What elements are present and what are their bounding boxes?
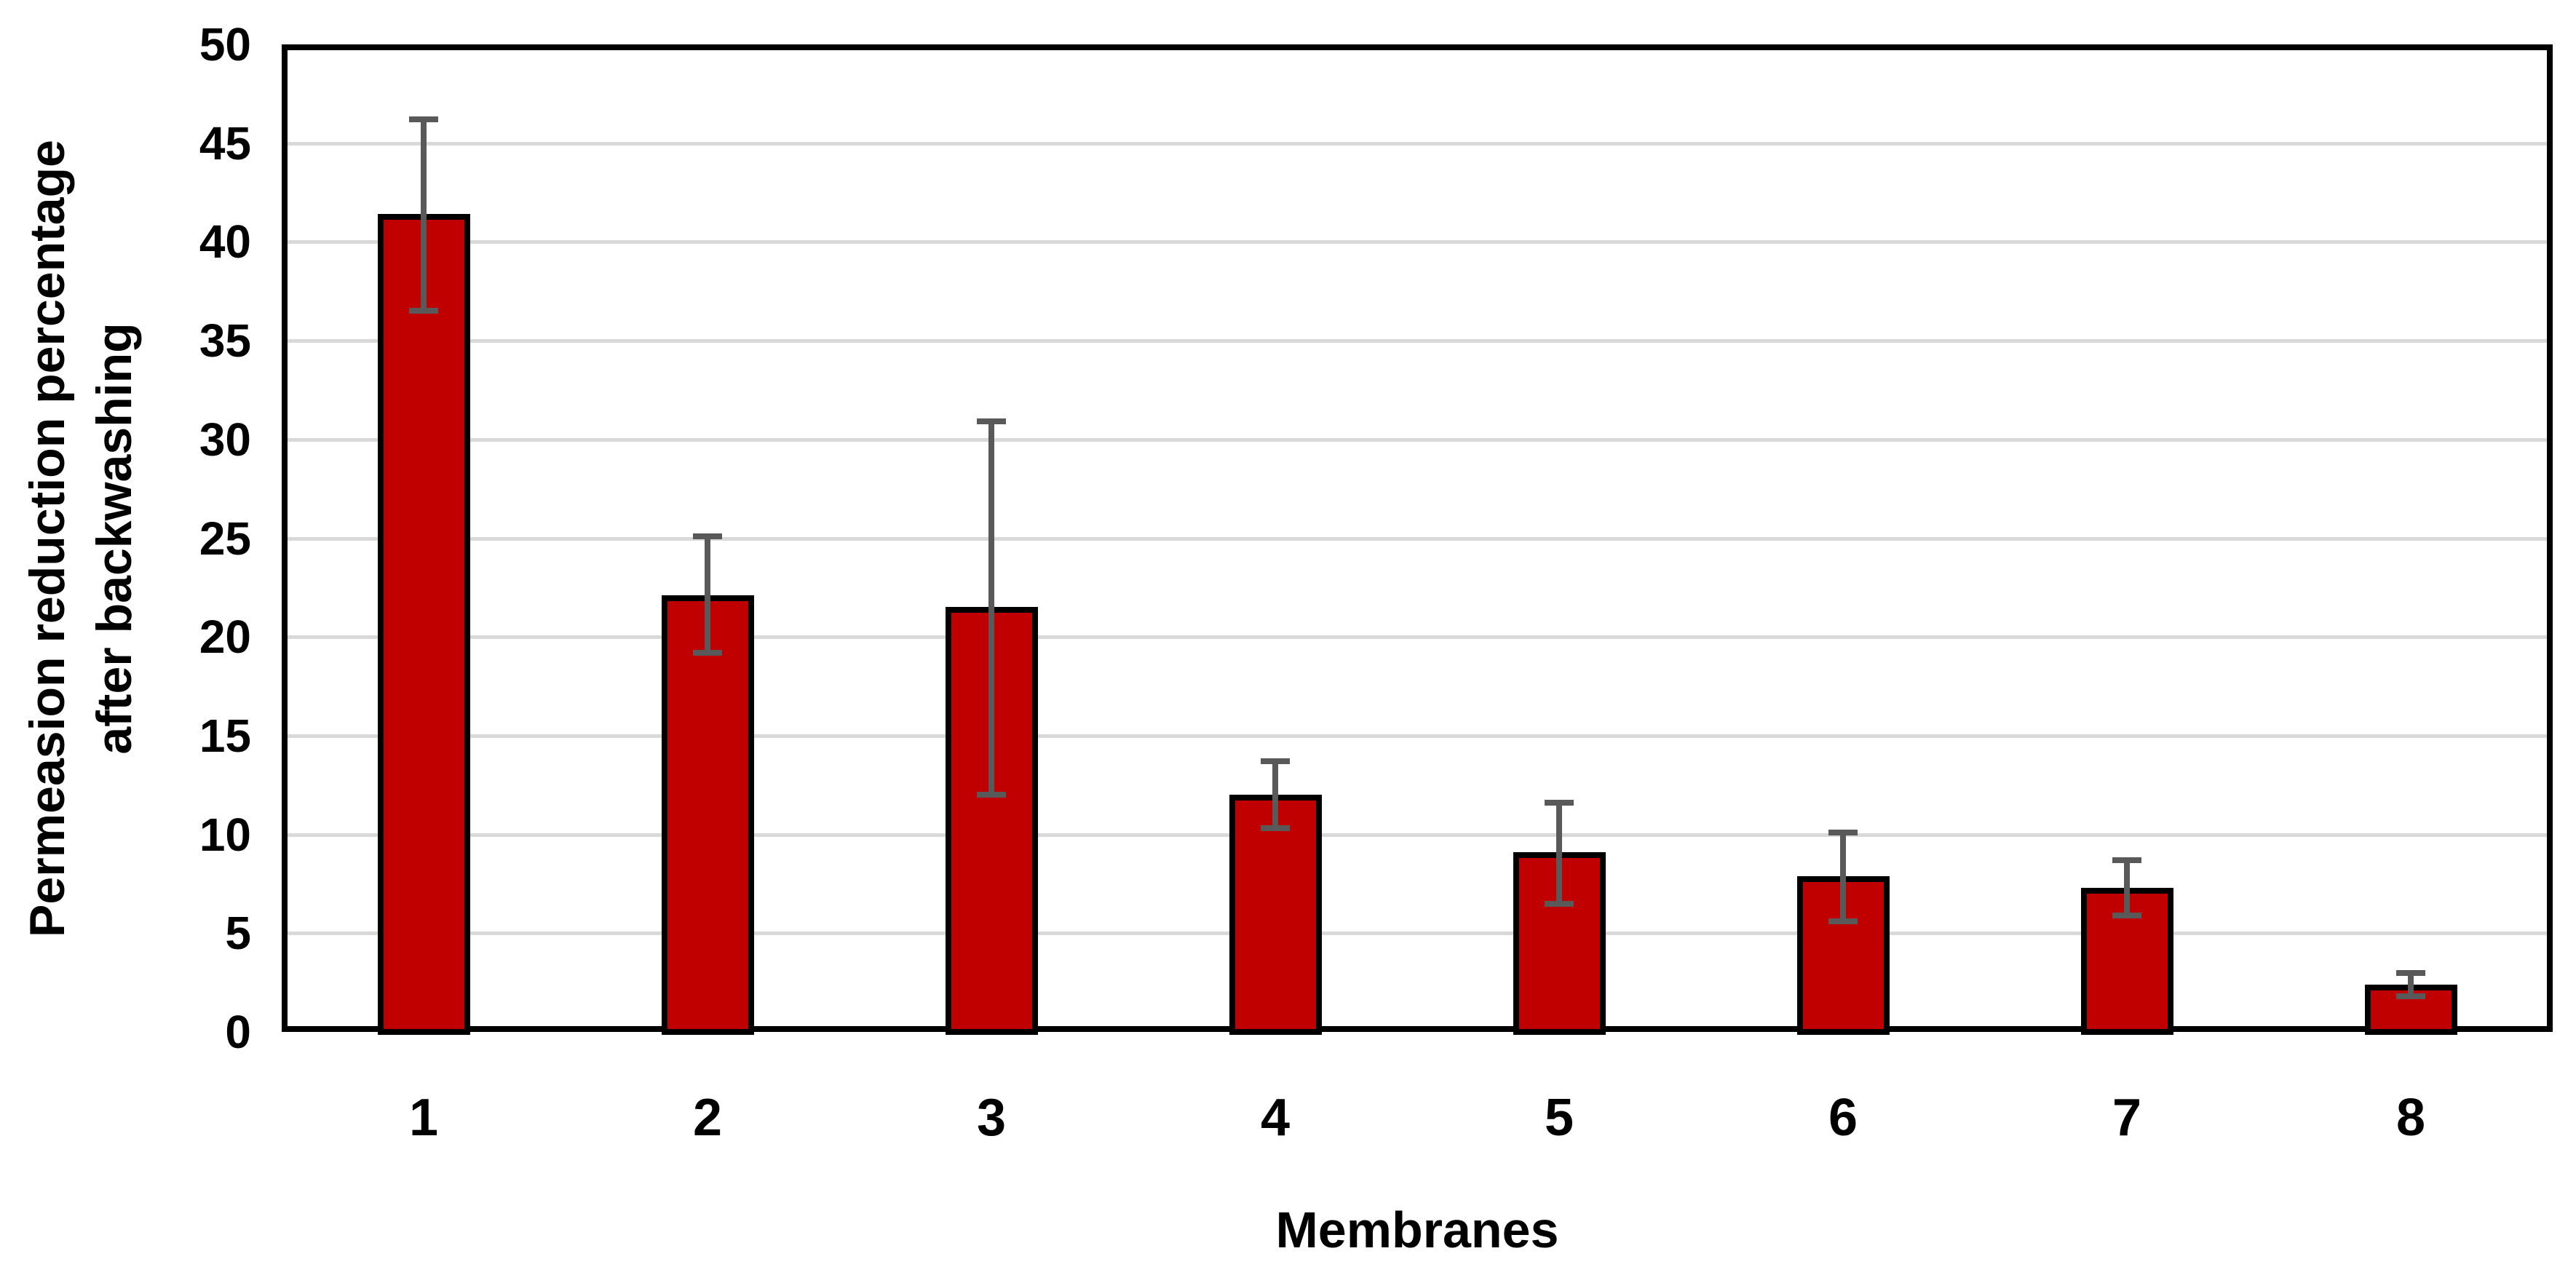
bar-membrane-4	[1229, 795, 1322, 1035]
y-tick-label-25: 25	[199, 512, 251, 565]
y-tick-label-45: 45	[199, 116, 251, 170]
error-bar-cap-lo-6	[1828, 918, 1858, 925]
x-tick-label-4: 4	[1260, 1089, 1291, 1147]
error-bar-cap-lo-5	[1545, 900, 1574, 907]
x-tick-label-8: 8	[2395, 1089, 2426, 1147]
gridline-5	[288, 932, 2547, 936]
error-bar-line-5	[1556, 803, 1562, 904]
error-bar-cap-hi-5	[1545, 800, 1574, 806]
gridline-40	[288, 240, 2547, 245]
error-bar-cap-hi-1	[409, 116, 438, 123]
y-tick-label-40: 40	[199, 215, 251, 269]
x-tick-label-2: 2	[692, 1089, 723, 1147]
x-tick-label-1: 1	[408, 1089, 439, 1147]
y-tick-label-20: 20	[199, 611, 251, 664]
x-tick-label-6: 6	[1828, 1089, 1858, 1147]
y-tick-label-50: 50	[199, 18, 251, 71]
gridline-15	[288, 734, 2547, 738]
bar-membrane-7	[2080, 887, 2173, 1035]
error-bar-cap-lo-8	[2396, 993, 2425, 1000]
x-tick-label-5: 5	[1544, 1089, 1574, 1147]
error-bar-line-7	[2124, 859, 2130, 915]
error-bar-cap-hi-4	[1261, 758, 1290, 765]
error-bar-cap-lo-3	[977, 792, 1006, 798]
y-tick-label-30: 30	[199, 413, 251, 466]
gridline-25	[288, 536, 2547, 541]
error-bar-cap-lo-7	[2112, 912, 2141, 918]
y-tick-label-0: 0	[225, 1006, 251, 1058]
x-axis-title: Membranes	[1275, 1201, 1559, 1258]
error-bar-cap-lo-1	[409, 308, 438, 314]
x-tick-label-7: 7	[2112, 1089, 2142, 1147]
gridline-10	[288, 833, 2547, 837]
x-tick-label-3: 3	[976, 1089, 1007, 1147]
y-tick-label-5: 5	[225, 907, 251, 960]
error-bar-cap-lo-4	[1261, 825, 1290, 832]
gridline-35	[288, 339, 2547, 343]
error-bar-cap-hi-6	[1828, 829, 1858, 835]
error-bar-line-4	[1272, 761, 1278, 829]
bar-membrane-1	[377, 214, 470, 1035]
gridline-30	[288, 437, 2547, 442]
plot-area	[282, 44, 2553, 1032]
y-tick-label-15: 15	[199, 709, 251, 762]
error-bar-cap-hi-7	[2112, 857, 2141, 863]
gridline-20	[288, 635, 2547, 640]
error-bar-line-2	[705, 536, 710, 653]
error-bar-line-1	[421, 119, 427, 311]
error-bar-cap-hi-3	[977, 418, 1006, 425]
y-tick-label-35: 35	[199, 314, 251, 368]
y-axis-title-line1: Permeasion reduction percentage	[20, 139, 76, 937]
y-tick-label-10: 10	[199, 808, 251, 861]
error-bar-line-6	[1840, 832, 1846, 921]
gridline-45	[288, 141, 2547, 146]
error-bar-line-8	[2408, 972, 2414, 997]
bar-membrane-2	[661, 595, 754, 1035]
error-bar-cap-lo-2	[693, 649, 722, 656]
error-bar-line-3	[988, 421, 994, 795]
error-bar-cap-hi-2	[693, 533, 722, 539]
error-bar-cap-hi-8	[2396, 969, 2425, 976]
